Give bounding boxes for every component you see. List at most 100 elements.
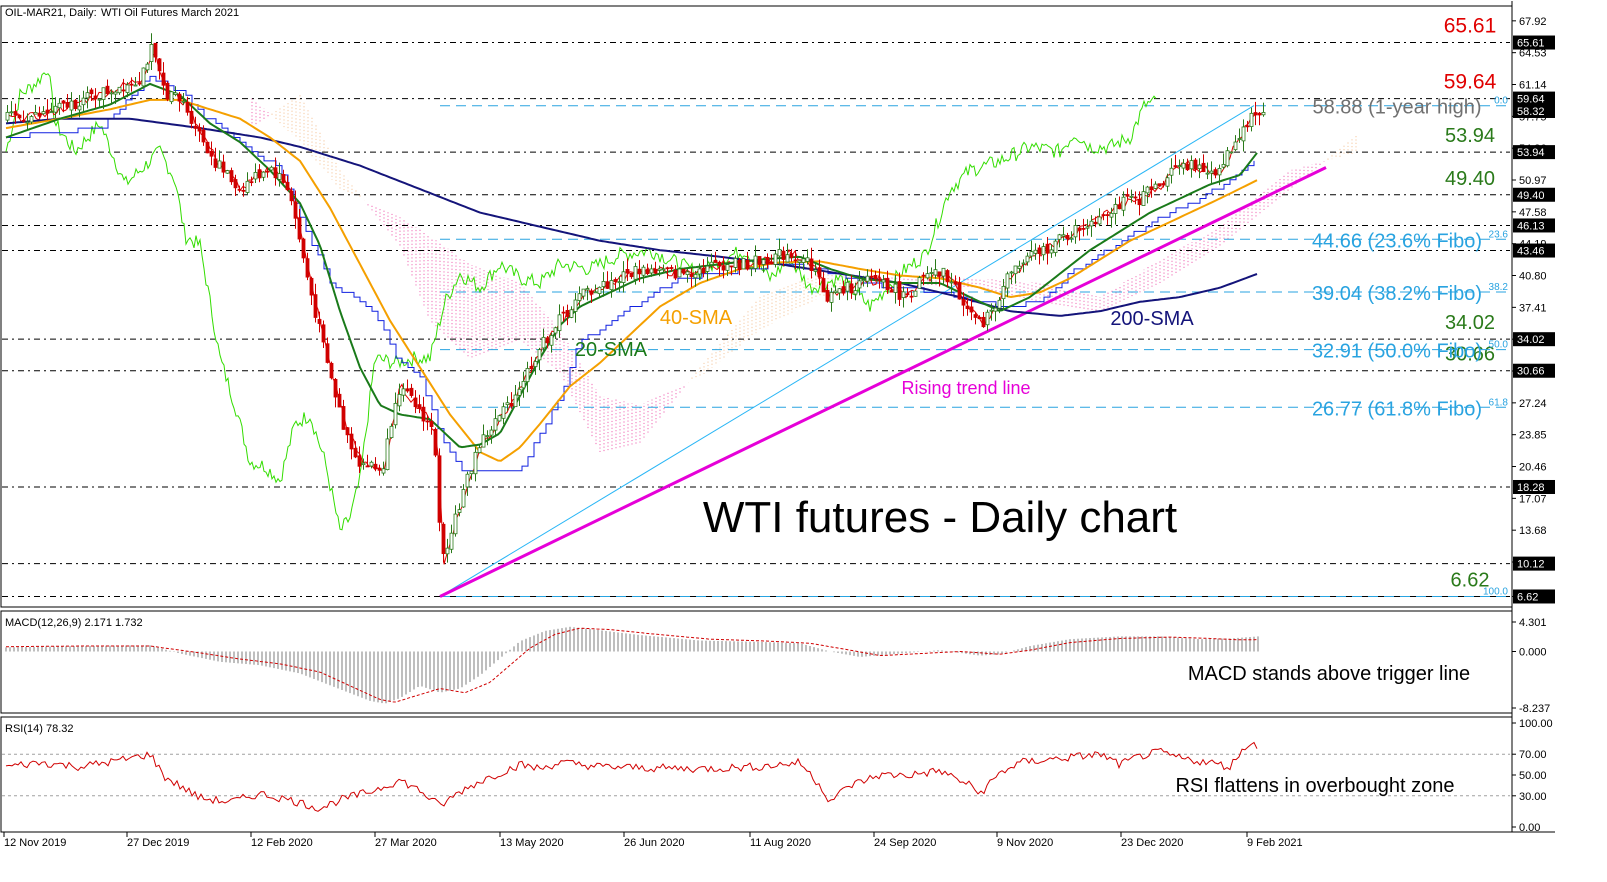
macd-tick-label: -8.237: [1519, 703, 1550, 715]
candle-body: [249, 181, 254, 184]
candle-body: [117, 86, 122, 94]
candle-body: [109, 92, 114, 95]
candle-body: [541, 336, 546, 349]
candle-body: [445, 547, 450, 555]
candle-body: [901, 291, 906, 298]
candle-body: [585, 288, 590, 291]
level-price-box-text: 18.28: [1517, 482, 1545, 494]
rsi-comment: RSI flattens in overbought zone: [1175, 775, 1454, 797]
candle-body: [733, 257, 738, 268]
candle-body: [749, 266, 754, 269]
fibo-label: 39.04 (38.2% Fibo): [1312, 283, 1482, 305]
candle-body: [257, 169, 262, 179]
candle-body: [721, 265, 726, 271]
candle-body: [1253, 112, 1258, 116]
candle-body: [873, 275, 878, 280]
candle-body: [1017, 265, 1022, 269]
candle-body: [477, 447, 482, 453]
candle-body: [237, 188, 242, 191]
candle-body: [597, 286, 602, 294]
candle-body: [1093, 221, 1098, 225]
candle-body: [233, 179, 238, 189]
annotation-200-sma: 200-SMA: [1110, 308, 1194, 330]
candle-body: [797, 260, 802, 263]
candle-body: [517, 388, 522, 396]
candle-body: [1169, 167, 1174, 176]
fibo-label: 44.66 (23.6% Fibo): [1312, 230, 1482, 252]
level-price-box: [1513, 187, 1555, 202]
candle-body: [629, 272, 634, 278]
candle-body: [85, 92, 90, 99]
level-price-box-text: 34.02: [1517, 334, 1545, 346]
candle-body: [1161, 183, 1166, 186]
fibo-tag: 38.2: [1489, 282, 1509, 293]
candle-body: [301, 238, 306, 259]
candle-body: [653, 268, 658, 274]
candle-body: [1009, 271, 1014, 274]
candle-body: [329, 362, 334, 379]
candle-body: [925, 273, 930, 279]
candle-body: [53, 105, 58, 113]
candle-body: [1213, 169, 1218, 176]
candle-body: [701, 267, 706, 274]
candle-body: [953, 281, 958, 285]
candle-body: [609, 280, 614, 291]
candle-body: [469, 470, 474, 475]
candle-body: [193, 125, 198, 129]
candle-body: [921, 274, 926, 277]
time-tick-label: 9 Feb 2021: [1247, 837, 1303, 849]
candle-body: [353, 447, 358, 458]
candle-body: [473, 451, 478, 475]
candle-body: [697, 268, 702, 275]
candle-body: [613, 279, 618, 283]
candle-body: [713, 260, 718, 263]
level-price-box-text: 49.40: [1517, 190, 1545, 202]
candle-body: [633, 266, 638, 280]
candle-body: [753, 255, 758, 269]
level-price-box: [1513, 556, 1555, 571]
candle-body: [337, 393, 342, 408]
candle-body: [9, 111, 14, 114]
candle-body: [485, 435, 490, 438]
candle-body: [1137, 198, 1142, 206]
candle-body: [529, 365, 534, 370]
candle-body: [1221, 164, 1226, 168]
candle-body: [73, 99, 78, 109]
fibo-label: 58.88 (1-year high): [1313, 97, 1482, 119]
candle-body: [917, 277, 922, 289]
candle-body: [1121, 196, 1126, 211]
candle-body: [333, 378, 338, 398]
candle-body: [189, 110, 194, 124]
candle-body: [205, 141, 210, 154]
candle-body: [1105, 214, 1110, 217]
candle-body: [49, 111, 54, 114]
candle-body: [1205, 172, 1210, 175]
candle-body: [537, 349, 542, 361]
price-tick-label: 27.24: [1519, 398, 1547, 410]
fibo-label: 26.77 (61.8% Fibo): [1312, 398, 1482, 420]
candle-body: [93, 95, 98, 100]
candle-body: [269, 166, 274, 171]
time-axis: 12 Nov 2019 27 Dec 2019 12 Feb 2020 27 Mar …: [3, 832, 1303, 849]
fibo-tag: 23.6: [1489, 229, 1509, 240]
candle-body: [61, 100, 66, 104]
candle-body: [637, 268, 642, 275]
candle-body: [665, 267, 670, 270]
candle-body: [869, 275, 874, 278]
level-label: 65.61: [1444, 15, 1497, 38]
macd-comment: MACD stands above trigger line: [1188, 663, 1470, 685]
candle-body: [533, 361, 538, 367]
candle-body: [413, 397, 418, 408]
candle-body: [729, 265, 734, 268]
candle-body: [985, 311, 990, 326]
candle-body: [1037, 247, 1042, 254]
candle-body: [429, 421, 434, 427]
candle-body: [113, 91, 118, 95]
level-price-box-text: 65.61: [1517, 38, 1545, 50]
candle-body: [305, 258, 310, 278]
candle-body: [1157, 183, 1162, 187]
candle-body: [453, 513, 458, 535]
level-label: 53.94: [1445, 125, 1495, 147]
candle-body: [185, 101, 190, 113]
candle-body: [725, 264, 730, 271]
